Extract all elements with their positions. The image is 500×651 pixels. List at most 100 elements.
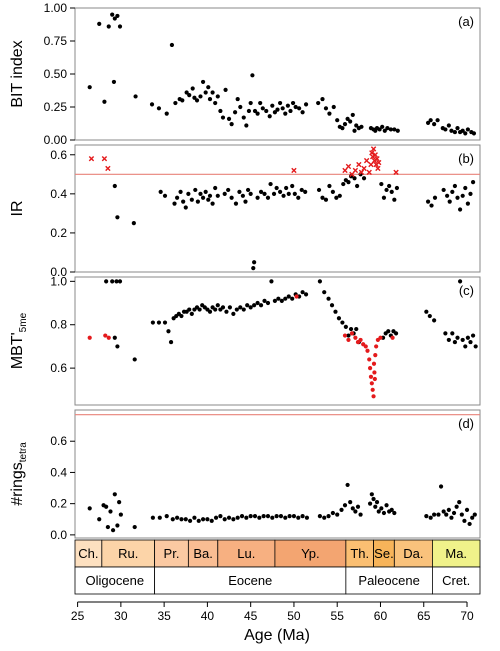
data-point bbox=[390, 335, 395, 340]
epoch-box: Eocene bbox=[154, 566, 347, 595]
data-point bbox=[235, 515, 240, 520]
data-point bbox=[110, 279, 115, 284]
data-point bbox=[446, 123, 451, 128]
data-point bbox=[257, 515, 262, 520]
data-point bbox=[379, 181, 384, 187]
y-axis-label: MBT'5me bbox=[9, 312, 29, 369]
data-point bbox=[149, 102, 155, 107]
data-point bbox=[283, 111, 288, 116]
stage-box: Ma. bbox=[432, 539, 481, 568]
data-point bbox=[352, 167, 359, 174]
data-point bbox=[229, 122, 234, 127]
y-tick-label: 0.0 bbox=[50, 528, 67, 542]
stage-box: Pr. bbox=[154, 539, 189, 568]
data-point bbox=[349, 331, 355, 336]
data-point bbox=[371, 394, 376, 399]
data-point bbox=[213, 185, 218, 191]
data-point bbox=[472, 512, 477, 517]
data-point bbox=[326, 296, 331, 301]
data-point bbox=[345, 482, 350, 488]
data-point bbox=[352, 176, 357, 181]
data-point bbox=[393, 169, 399, 176]
data-point bbox=[300, 290, 305, 295]
data-point bbox=[353, 335, 358, 340]
data-point bbox=[110, 12, 115, 17]
data-point bbox=[457, 279, 463, 284]
data-point bbox=[150, 515, 155, 520]
data-point bbox=[166, 329, 171, 334]
data-point bbox=[452, 129, 458, 135]
data-point bbox=[184, 90, 189, 95]
data-point bbox=[187, 518, 193, 523]
x-tick-label: 55 bbox=[331, 609, 345, 623]
data-point bbox=[349, 171, 355, 178]
data-point bbox=[209, 518, 214, 523]
data-point bbox=[304, 515, 310, 520]
data-point bbox=[441, 509, 446, 514]
data-point bbox=[290, 296, 295, 301]
stage-box: Ru. bbox=[101, 539, 156, 568]
series bbox=[87, 294, 395, 399]
x-tick-label: 25 bbox=[71, 609, 85, 623]
data-point bbox=[366, 169, 372, 176]
data-point bbox=[110, 528, 116, 533]
data-point bbox=[114, 279, 119, 284]
data-point bbox=[455, 126, 460, 131]
epoch-label: Cret. bbox=[442, 573, 470, 588]
series bbox=[104, 279, 478, 362]
stage-box: Yp. bbox=[274, 539, 347, 568]
data-point bbox=[363, 157, 370, 164]
data-point bbox=[457, 207, 463, 212]
data-point bbox=[348, 326, 354, 332]
data-point bbox=[205, 517, 210, 522]
data-point bbox=[275, 107, 280, 112]
data-point bbox=[226, 515, 232, 520]
data-point bbox=[333, 309, 338, 314]
data-point bbox=[194, 98, 200, 103]
panel-label: (a) bbox=[458, 14, 474, 29]
data-point bbox=[424, 514, 429, 519]
data-point bbox=[261, 514, 266, 519]
data-point bbox=[370, 146, 377, 152]
data-point bbox=[218, 514, 223, 519]
data-point bbox=[87, 85, 92, 90]
stage-label: Yp. bbox=[301, 546, 320, 561]
data-point bbox=[106, 335, 111, 340]
panel-label: (c) bbox=[459, 283, 474, 298]
data-point bbox=[175, 195, 180, 200]
data-point bbox=[359, 124, 364, 129]
data-point bbox=[248, 100, 253, 106]
data-point bbox=[342, 122, 348, 127]
data-point bbox=[335, 512, 340, 517]
data-point bbox=[292, 191, 297, 196]
data-point bbox=[296, 515, 301, 520]
data-point bbox=[388, 127, 393, 132]
y-tick-label: 0.00 bbox=[44, 133, 68, 147]
data-point bbox=[380, 124, 385, 129]
data-point bbox=[132, 524, 137, 530]
data-point bbox=[463, 344, 468, 349]
data-point bbox=[377, 127, 382, 132]
data-point bbox=[465, 201, 470, 206]
data-point bbox=[367, 366, 373, 371]
data-point bbox=[355, 183, 360, 189]
stage-box: Lu. bbox=[217, 539, 276, 568]
data-point bbox=[465, 335, 470, 340]
data-point bbox=[455, 195, 460, 200]
data-point bbox=[322, 515, 327, 520]
data-point bbox=[111, 79, 117, 85]
data-point bbox=[187, 93, 192, 98]
data-point bbox=[240, 193, 245, 198]
data-point bbox=[265, 514, 271, 519]
epoch-box: Oligocene bbox=[74, 566, 156, 595]
x-tick-label: 30 bbox=[114, 609, 128, 623]
data-point bbox=[387, 183, 392, 189]
data-point bbox=[345, 116, 350, 121]
data-point bbox=[452, 183, 458, 189]
data-point bbox=[181, 199, 186, 204]
data-point bbox=[368, 161, 374, 168]
data-point bbox=[227, 305, 233, 310]
stage-box: Da. bbox=[393, 539, 433, 568]
data-point bbox=[207, 96, 213, 102]
